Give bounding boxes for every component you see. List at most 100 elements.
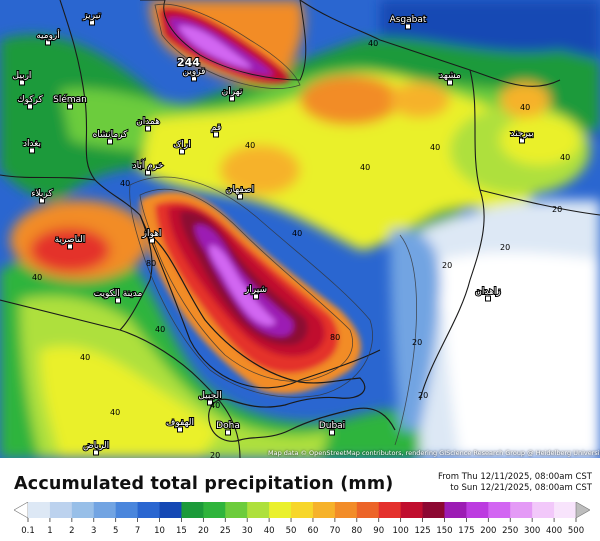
city-dot: [229, 95, 235, 102]
contour-label: 20: [418, 391, 428, 400]
city-dot: [447, 79, 453, 86]
city-label: اهواز: [142, 229, 162, 239]
legend-title: Accumulated total precipitation (mm): [14, 474, 394, 494]
city-marker[interactable]: الرياض: [82, 440, 110, 456]
city-dot: [149, 237, 155, 244]
city-label: كرمانشاه: [93, 130, 129, 140]
city-dot: [329, 429, 335, 436]
city-marker[interactable]: تهران: [221, 86, 244, 102]
colorbar-tick-label: 500: [568, 526, 584, 536]
city-marker[interactable]: مشهد: [438, 70, 462, 86]
city-marker[interactable]: بغداد: [22, 138, 42, 154]
colorbar-segment: [247, 502, 270, 518]
contour-label: 80: [146, 259, 156, 268]
city-marker[interactable]: شیراز: [243, 284, 268, 300]
city-marker[interactable]: قم: [210, 122, 222, 138]
color-scale-bar: 0.1 1 2 3 5 7 10 15 20 25 30 40 50 60 70 80 90 100 125 150 1…: [14, 502, 590, 536]
city-dot: [519, 137, 525, 144]
city-marker[interactable]: مدينة الكويت: [93, 288, 144, 304]
contour-label: 20: [442, 261, 452, 270]
colorbar-segment: [137, 502, 161, 518]
colorbar-tick-label: 60: [308, 526, 319, 536]
city-marker[interactable]: همدان: [135, 116, 161, 132]
colorbar-segment: [49, 502, 73, 518]
city-label: قم: [211, 123, 221, 133]
city-label: شیراز: [244, 285, 267, 295]
contour-label: 40: [360, 163, 370, 172]
city-marker[interactable]: كركوك: [16, 94, 45, 110]
city-marker[interactable]: اصفهان: [225, 184, 255, 200]
contour-label: 40: [368, 39, 378, 48]
city-marker[interactable]: Dubai: [318, 420, 346, 436]
city-marker[interactable]: الجبيل: [197, 390, 223, 406]
city-marker[interactable]: كربلاء: [30, 188, 54, 204]
colorbar-segment: [203, 502, 226, 518]
contour-label: 40: [155, 325, 165, 334]
city-dot: [45, 39, 51, 46]
colorbar-segment: [444, 502, 467, 518]
colorbar-tick-label: 250: [502, 526, 518, 536]
legend: Accumulated total precipitation (mm) Fro…: [0, 458, 600, 541]
colorbar-max-arrow: [575, 502, 590, 519]
colorbar-tick-label: 125: [414, 526, 430, 536]
city-marker[interactable]: خرم آباد: [132, 158, 164, 176]
contour-label: 40: [32, 273, 42, 282]
city-dot: [27, 103, 33, 110]
city-labels: Asgabat Sléman Doha Dubai أرومیه تبریز اربیل كر…: [12, 10, 535, 456]
colorbar-tick-label: 25: [220, 526, 231, 536]
city-dot: [89, 19, 95, 26]
city-label: مشهد: [439, 71, 461, 81]
city-dot: [207, 399, 213, 406]
city-label: بیرجند: [510, 129, 533, 139]
city-label: كركوك: [17, 95, 43, 105]
colorbar-segment: [400, 502, 424, 518]
colorbar-tick-label: 50: [286, 526, 297, 536]
city-label: الهفوف: [166, 418, 194, 428]
city-marker[interactable]: اربیل: [12, 70, 32, 86]
city-marker[interactable]: الناصرية: [54, 234, 86, 250]
colorbar-tick-label: 400: [546, 526, 562, 536]
city-marker[interactable]: Asgabat: [389, 14, 428, 30]
colorbar-segment: [488, 502, 511, 518]
city-marker[interactable]: اراک: [172, 138, 192, 155]
city-marker[interactable]: بیرجند: [509, 128, 535, 144]
city-marker[interactable]: الهفوف: [165, 417, 195, 433]
city-marker[interactable]: Sléman: [52, 93, 88, 110]
colorbar-tick-label: 5: [113, 526, 118, 536]
colorbar-tick-label: 15: [176, 526, 187, 536]
colorbar-segment: [225, 502, 248, 518]
city-marker[interactable]: أرومیه: [35, 28, 61, 46]
city-label: تهران: [222, 87, 243, 97]
city-dot: [145, 169, 151, 176]
city-label: Doha: [216, 421, 240, 431]
city-dot: [107, 138, 113, 145]
city-dot: [485, 295, 491, 302]
colorbar-segment: [554, 502, 577, 518]
colorbar-tick-label: 1: [47, 526, 52, 536]
city-marker[interactable]: تبریز: [81, 10, 102, 26]
city-dot: [179, 148, 185, 155]
city-marker[interactable]: Doha: [215, 420, 241, 436]
colorbar-tick-label: 2: [69, 526, 74, 536]
date-from: From Thu 12/11/2025, 08:00am CST: [437, 472, 592, 482]
city-label: الرياض: [83, 441, 109, 451]
contour-label: 20: [552, 205, 562, 214]
city-label: أرومیه: [36, 29, 60, 41]
colorbar-tick-label: 30: [242, 526, 253, 536]
precipitation-map[interactable]: Asgabat Sléman Doha Dubai أرومیه تبریز اربیل كر…: [0, 0, 600, 458]
city-marker[interactable]: كرمانشاه: [92, 129, 129, 145]
city-marker[interactable]: قزوين: [182, 66, 206, 82]
max-value-label: 244: [177, 56, 200, 69]
contour-label: 40: [292, 229, 302, 238]
city-dot: [67, 103, 73, 110]
city-marker[interactable]: زاهدان: [474, 286, 502, 302]
colorbar-tick-label: 70: [329, 526, 340, 536]
city-label: اراک: [173, 139, 190, 150]
city-dot: [39, 197, 45, 204]
colorbar-min-arrow: [14, 502, 29, 519]
city-label: مدينة الكويت: [94, 289, 143, 299]
city-marker[interactable]: اهواز: [141, 228, 162, 244]
colorbar-segment: [312, 502, 336, 518]
colorbar-tick-label: 10: [154, 526, 165, 536]
colorbar-segment: [115, 502, 139, 518]
